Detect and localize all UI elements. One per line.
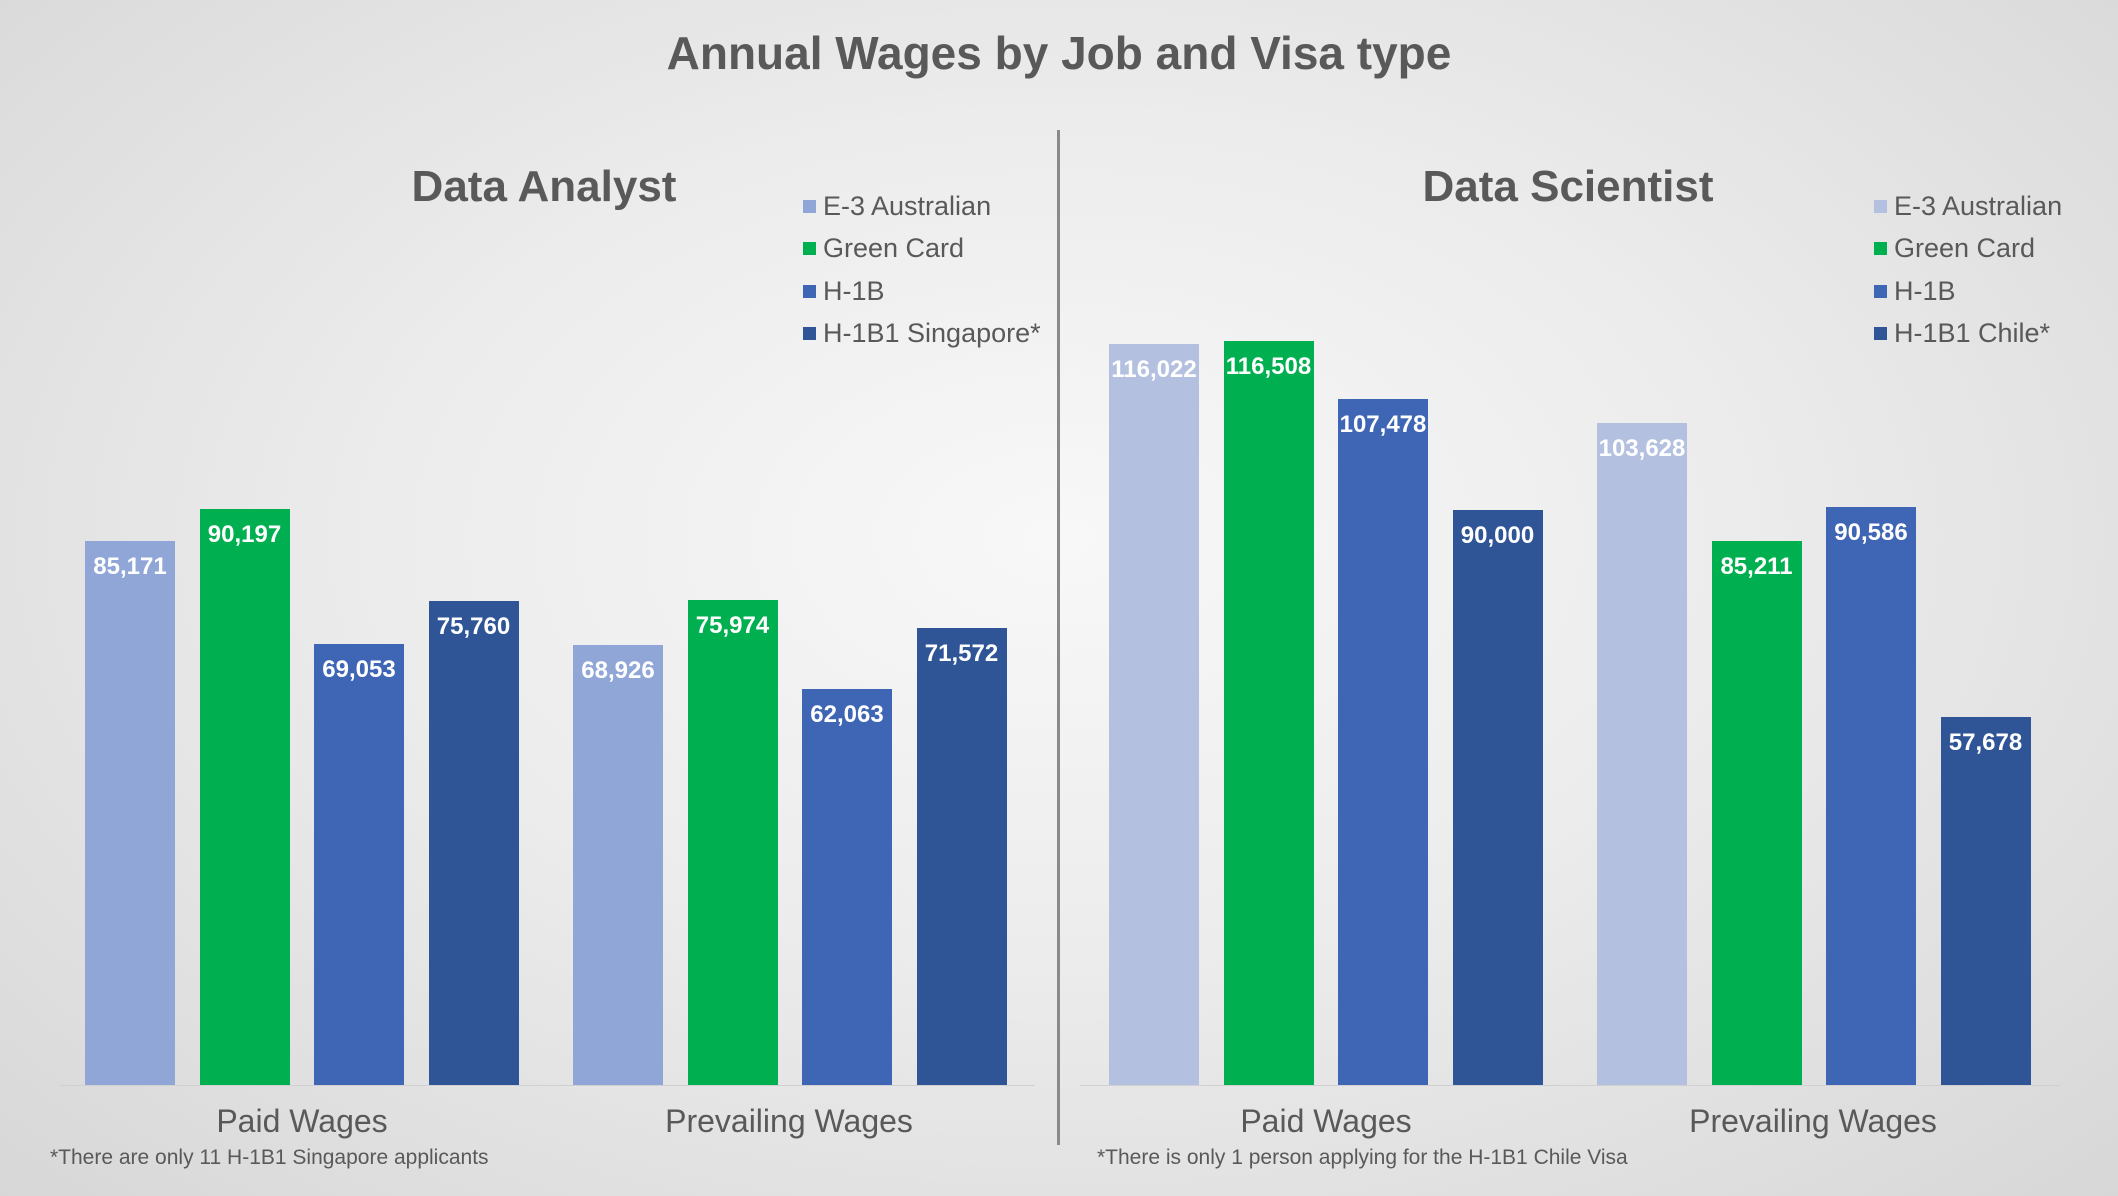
legend: E-3 Australian Green Card H-1B H-1B1 Singap… bbox=[803, 185, 1041, 355]
bar-data-label: 90,197 bbox=[180, 521, 310, 549]
bar-data-label: 75,760 bbox=[409, 613, 539, 641]
x-axis-baseline bbox=[1080, 1085, 2060, 1086]
footnote: *There is only 1 person applying for the… bbox=[1097, 1146, 1628, 1170]
x-axis-baseline bbox=[60, 1085, 1035, 1086]
panel-title: Data Analyst bbox=[244, 162, 844, 212]
legend-label: H-1B bbox=[823, 276, 885, 307]
bar bbox=[1597, 423, 1687, 1085]
chart-main-title: Annual Wages by Job and Visa type bbox=[0, 26, 2118, 80]
bar bbox=[1826, 507, 1916, 1085]
bar-data-label: 90,586 bbox=[1806, 519, 1936, 547]
bar-data-label: 57,678 bbox=[1921, 729, 2051, 757]
legend-swatch bbox=[803, 327, 816, 340]
category-label: Prevailing Wages bbox=[564, 1103, 1014, 1140]
bar bbox=[1453, 510, 1543, 1085]
bar bbox=[314, 644, 404, 1085]
legend-swatch bbox=[803, 200, 816, 213]
legend-label: E-3 Australian bbox=[1894, 191, 2062, 222]
legend: E-3 Australian Green Card H-1B H-1B1 Chile* bbox=[1874, 185, 2062, 355]
legend-label: H-1B1 Chile* bbox=[1894, 318, 2050, 349]
bar bbox=[917, 628, 1007, 1085]
bar-data-label: 69,053 bbox=[294, 656, 424, 684]
legend-label: H-1B1 Singapore* bbox=[823, 318, 1041, 349]
legend-swatch bbox=[1874, 285, 1887, 298]
legend-swatch bbox=[803, 285, 816, 298]
bar bbox=[802, 689, 892, 1085]
legend-item: H-1B bbox=[803, 270, 1041, 313]
panel-divider bbox=[1057, 130, 1060, 1145]
bar-data-label: 71,572 bbox=[897, 640, 1027, 668]
bar bbox=[1109, 344, 1199, 1085]
bar bbox=[1338, 399, 1428, 1085]
bar-data-label: 62,063 bbox=[782, 701, 912, 729]
legend-label: Green Card bbox=[823, 233, 964, 264]
bar-data-label: 75,974 bbox=[668, 612, 798, 640]
legend-label: Green Card bbox=[1894, 233, 2035, 264]
bar-data-label: 68,926 bbox=[553, 657, 683, 685]
legend-item: Green Card bbox=[1874, 228, 2062, 271]
footnote: *There are only 11 H-1B1 Singapore appli… bbox=[50, 1146, 489, 1170]
legend-item: E-3 Australian bbox=[803, 185, 1041, 228]
bar-data-label: 85,171 bbox=[65, 553, 195, 581]
legend-item: E-3 Australian bbox=[1874, 185, 2062, 228]
bar-data-label: 107,478 bbox=[1318, 411, 1448, 439]
panel-title: Data Scientist bbox=[1268, 162, 1868, 212]
category-label: Paid Wages bbox=[77, 1103, 527, 1140]
bar bbox=[573, 645, 663, 1085]
bar bbox=[429, 601, 519, 1085]
bar bbox=[1712, 541, 1802, 1085]
legend-item: H-1B1 Chile* bbox=[1874, 313, 2062, 356]
legend-swatch bbox=[1874, 242, 1887, 255]
bar-data-label: 85,211 bbox=[1692, 553, 1822, 581]
bar-data-label: 103,628 bbox=[1577, 435, 1707, 463]
bar bbox=[200, 509, 290, 1085]
bar-data-label: 116,022 bbox=[1089, 356, 1219, 384]
bar bbox=[688, 600, 778, 1085]
category-label: Paid Wages bbox=[1101, 1103, 1551, 1140]
category-label: Prevailing Wages bbox=[1588, 1103, 2038, 1140]
bar bbox=[1941, 717, 2031, 1085]
legend-item: Green Card bbox=[803, 228, 1041, 271]
bar bbox=[85, 541, 175, 1085]
legend-label: H-1B bbox=[1894, 276, 1956, 307]
legend-swatch bbox=[803, 242, 816, 255]
bar bbox=[1224, 341, 1314, 1085]
legend-swatch bbox=[1874, 327, 1887, 340]
bar-data-label: 116,508 bbox=[1204, 353, 1334, 381]
legend-item: H-1B1 Singapore* bbox=[803, 313, 1041, 356]
bar-data-label: 90,000 bbox=[1433, 522, 1563, 550]
legend-item: H-1B bbox=[1874, 270, 2062, 313]
legend-label: E-3 Australian bbox=[823, 191, 991, 222]
legend-swatch bbox=[1874, 200, 1887, 213]
